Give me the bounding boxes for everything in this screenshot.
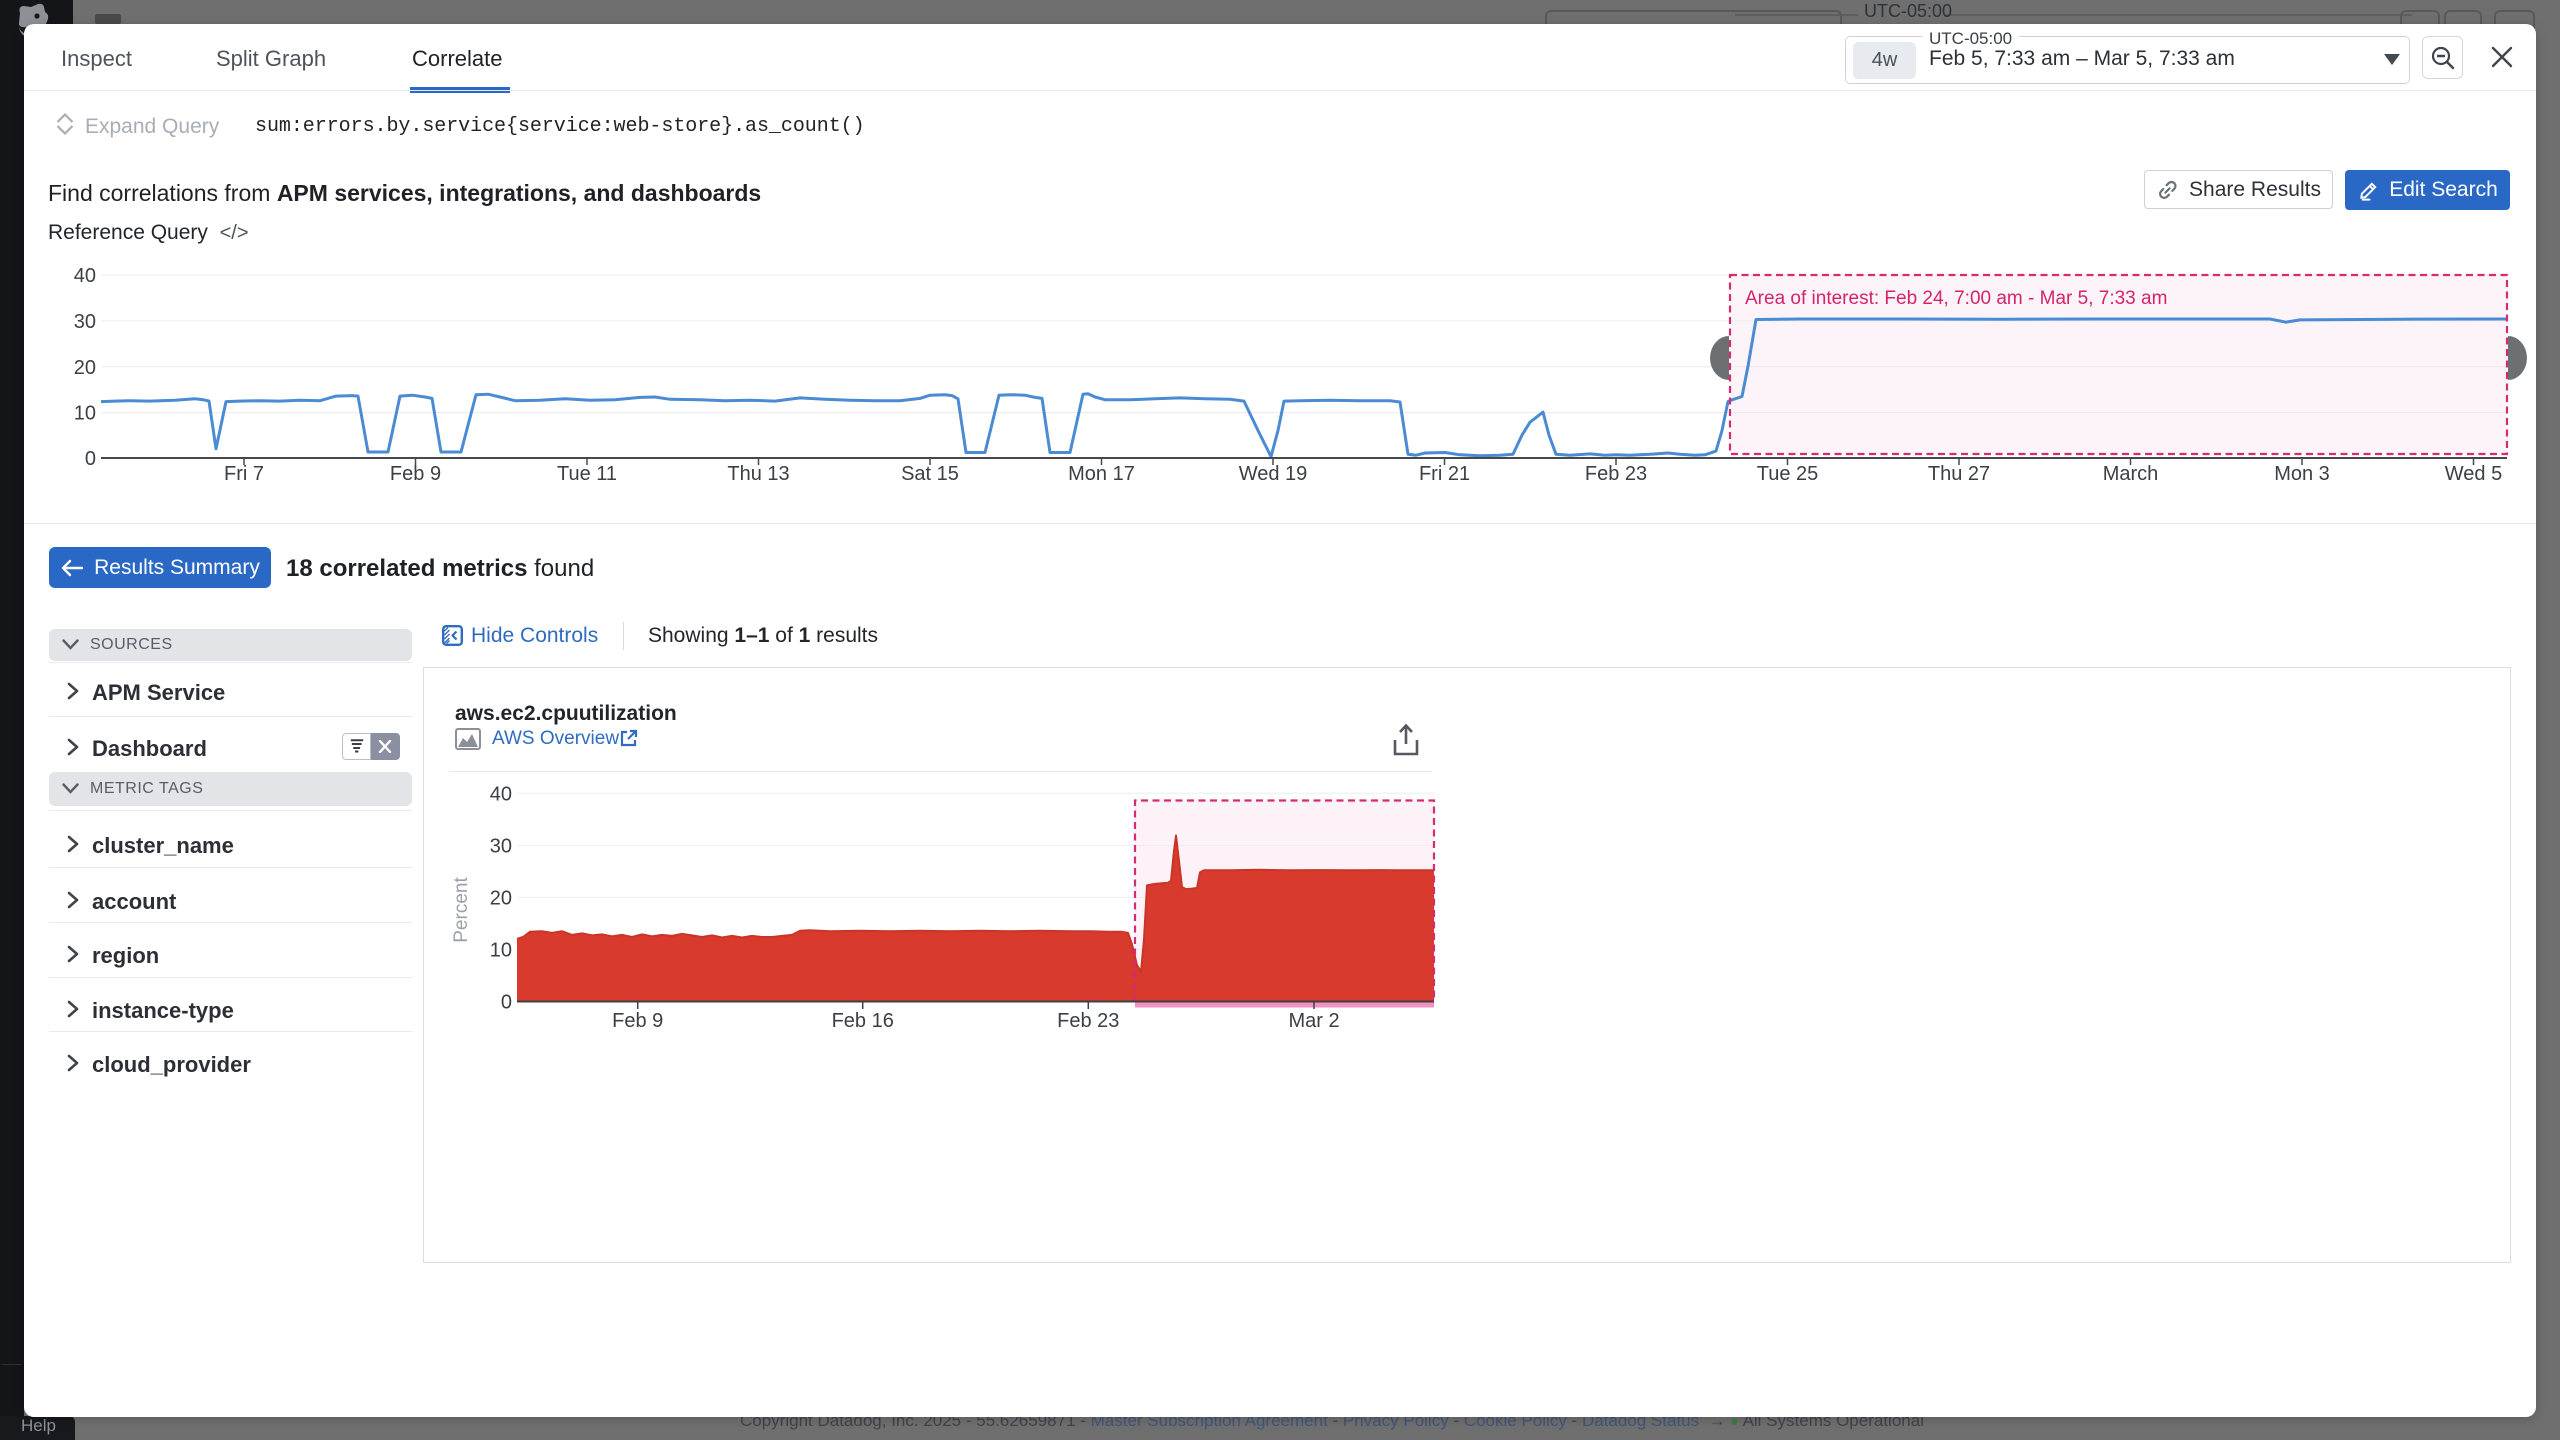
svg-text:0: 0	[501, 992, 512, 1014]
svg-text:Mar 2: Mar 2	[1288, 1010, 1339, 1032]
svg-text:March: March	[2103, 463, 2159, 485]
svg-text:Thu 13: Thu 13	[727, 463, 789, 485]
svg-text:Tue 11: Tue 11	[557, 463, 617, 485]
svg-text:Sat 15: Sat 15	[901, 463, 959, 485]
svg-text:Mon 17: Mon 17	[1068, 463, 1135, 485]
svg-text:30: 30	[490, 835, 512, 857]
svg-text:Wed 5: Wed 5	[2445, 463, 2502, 485]
svg-text:Percent: Percent	[451, 877, 472, 943]
svg-text:Feb 9: Feb 9	[390, 463, 441, 485]
svg-text:Feb 16: Feb 16	[832, 1010, 894, 1032]
svg-text:40: 40	[74, 265, 96, 287]
svg-text:Feb 9: Feb 9	[612, 1010, 663, 1032]
svg-text:30: 30	[74, 311, 96, 333]
svg-text:Thu 27: Thu 27	[1928, 463, 1990, 485]
svg-text:Fri 21: Fri 21	[1419, 463, 1470, 485]
svg-text:Wed 19: Wed 19	[1239, 463, 1308, 485]
svg-text:20: 20	[490, 887, 512, 909]
svg-text:10: 10	[490, 939, 512, 961]
svg-text:40: 40	[490, 783, 512, 805]
svg-text:Area of interest: Feb 24, 7:00: Area of interest: Feb 24, 7:00 am - Mar …	[1745, 288, 2167, 309]
svg-text:Mon 3: Mon 3	[2274, 463, 2330, 485]
svg-text:0: 0	[85, 448, 96, 470]
svg-text:Feb 23: Feb 23	[1585, 463, 1647, 485]
svg-text:10: 10	[74, 403, 96, 425]
svg-text:Feb 23: Feb 23	[1057, 1010, 1119, 1032]
svg-text:Tue 25: Tue 25	[1757, 463, 1819, 485]
svg-text:Fri 7: Fri 7	[224, 463, 264, 485]
svg-text:20: 20	[74, 357, 96, 379]
